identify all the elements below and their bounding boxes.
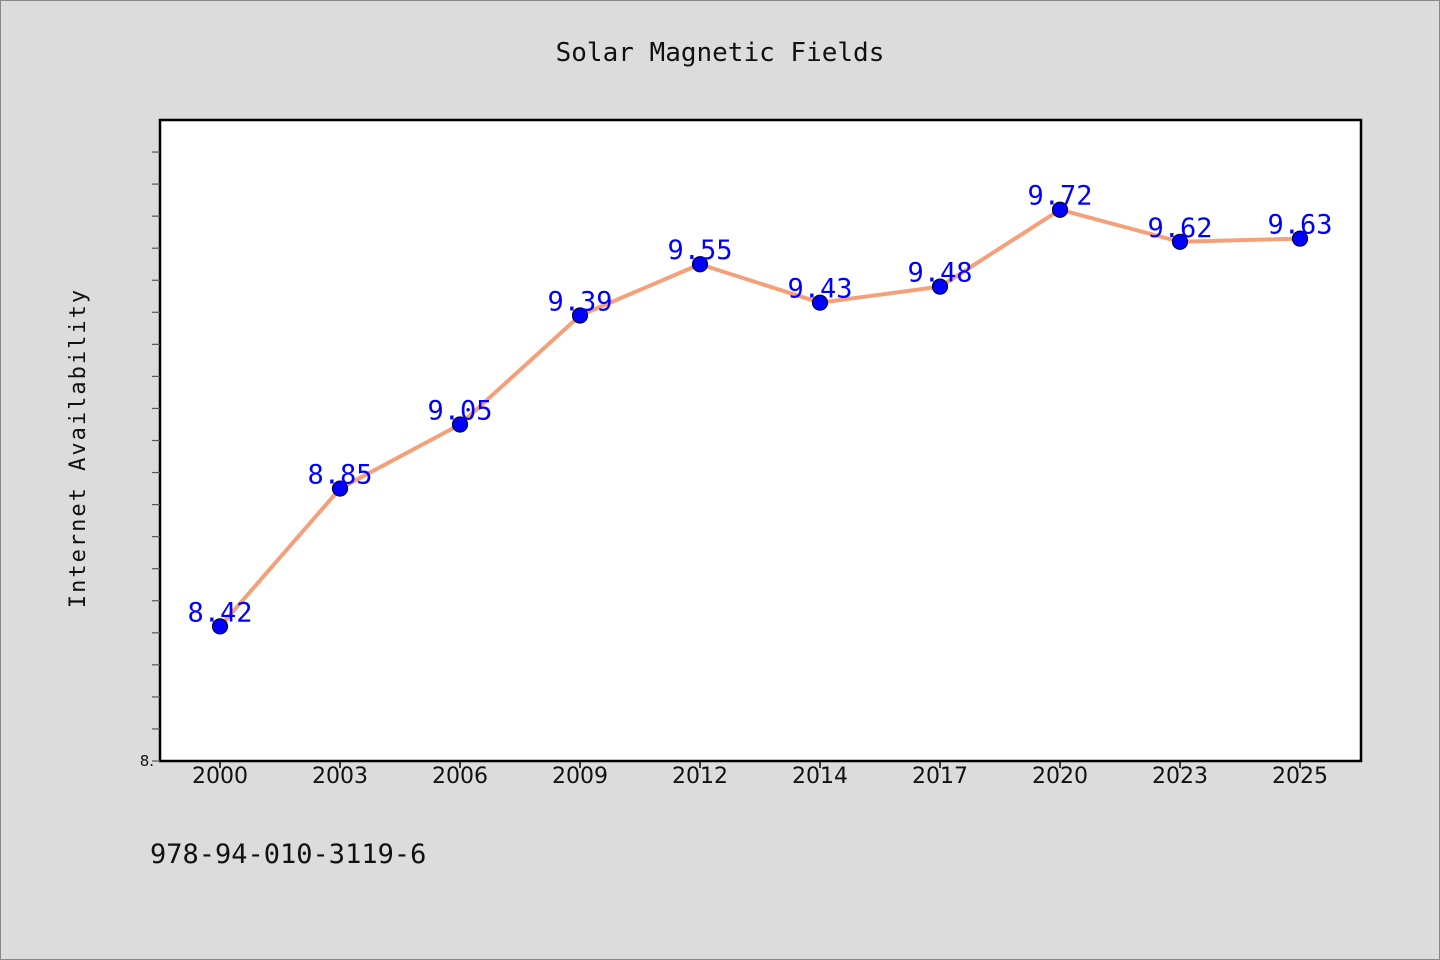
data-point — [1291, 230, 1309, 247]
x-axis-ticks: 2000 2003 2006 2009 2012 2014 2017 2020 2023 2025 — [192, 761, 1328, 789]
data-label: 9.62 — [1147, 213, 1212, 244]
data-point — [811, 294, 829, 311]
x-tick-label: 2023 — [1152, 764, 1208, 789]
y-tick-label: 8. — [140, 752, 154, 770]
x-tick-label: 2017 — [912, 764, 968, 789]
data-point — [451, 416, 469, 433]
plot-area — [158, 118, 1363, 763]
data-point — [571, 307, 589, 324]
data-label: 9.39 — [547, 287, 612, 318]
data-label: 9.72 — [1027, 181, 1092, 212]
y-axis-ticks: 8. — [140, 151, 160, 770]
data-label: 9.55 — [667, 235, 732, 266]
data-label: 8.42 — [187, 597, 252, 628]
data-point — [1051, 201, 1069, 218]
data-point — [331, 480, 349, 497]
data-point — [931, 278, 949, 295]
data-point — [691, 256, 709, 273]
data-label: 9.43 — [787, 274, 852, 305]
data-labels: 8.42 8.85 9.05 9.39 9.55 9.43 9.48 9.72 9.62 9.63 — [187, 181, 1332, 629]
chart-title: Solar Magnetic Fields — [556, 38, 885, 68]
x-tick-label: 2003 — [312, 764, 368, 789]
x-tick-label: 2009 — [552, 764, 608, 789]
x-tick-label: 2025 — [1272, 764, 1328, 789]
data-label: 8.85 — [307, 460, 372, 491]
data-point — [1171, 233, 1189, 250]
series-line — [218, 207, 1301, 628]
y-axis-label: Internet Availability — [66, 288, 91, 608]
x-tick-label: 2020 — [1032, 764, 1088, 789]
data-point — [211, 618, 229, 635]
x-tick-label: 2000 — [192, 764, 248, 789]
footnote: 978-94-010-3119-6 — [150, 839, 426, 870]
data-label: 9.63 — [1267, 210, 1332, 241]
data-label: 9.05 — [427, 395, 492, 426]
data-points — [211, 201, 1309, 635]
data-label: 9.48 — [907, 258, 972, 289]
x-tick-label: 2012 — [672, 764, 728, 789]
x-tick-label: 2006 — [432, 764, 488, 789]
x-tick-label: 2014 — [792, 764, 848, 789]
